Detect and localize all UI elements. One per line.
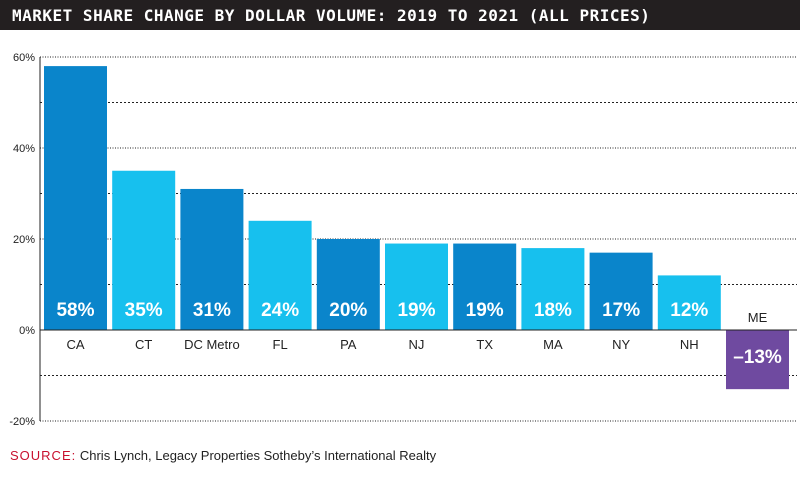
- y-tick-label: 40%: [13, 143, 35, 155]
- category-label: NH: [680, 337, 699, 352]
- chart-title-bar: MARKET SHARE CHANGE BY DOLLAR VOLUME: 20…: [0, 0, 800, 30]
- bar: [316, 239, 380, 330]
- data-label: 19%: [466, 300, 504, 321]
- bar: [657, 275, 721, 330]
- data-label: 12%: [670, 300, 708, 321]
- category-label: NY: [612, 337, 630, 352]
- data-label: –13%: [733, 347, 782, 368]
- data-label: 24%: [261, 300, 299, 321]
- bar: [453, 243, 517, 330]
- bar: [521, 248, 585, 330]
- chart-title: MARKET SHARE CHANGE BY DOLLAR VOLUME: 20…: [12, 6, 651, 25]
- category-label: CA: [66, 337, 84, 352]
- data-label: 58%: [56, 300, 94, 321]
- category-label: ME: [748, 310, 768, 325]
- category-label: DC Metro: [184, 337, 240, 352]
- y-tick-label: 60%: [13, 52, 35, 64]
- data-label: 18%: [534, 300, 572, 321]
- bar: [180, 188, 244, 330]
- source-credit: SOURCE: Chris Lynch, Legacy Properties S…: [10, 448, 436, 463]
- category-label: CT: [135, 337, 152, 352]
- data-label: 35%: [125, 300, 163, 321]
- source-label: SOURCE:: [10, 448, 77, 463]
- data-label: 31%: [193, 300, 231, 321]
- category-label: FL: [273, 337, 288, 352]
- bar: [248, 220, 312, 330]
- category-label: MA: [543, 337, 563, 352]
- y-tick-label: 20%: [13, 234, 35, 246]
- bar: [44, 66, 107, 330]
- source-text: Chris Lynch, Legacy Properties Sotheby’s…: [79, 448, 437, 463]
- y-tick-label: -20%: [9, 416, 35, 428]
- bar: [589, 252, 653, 330]
- bar: [112, 170, 176, 330]
- bar-chart: -20% 0% 20% 40% 60% 58% CA 35% CT 31% DC Metro 24% F…: [9, 52, 797, 428]
- y-tick-label: 0%: [19, 325, 35, 337]
- bar: [726, 330, 789, 390]
- data-label: 19%: [397, 300, 435, 321]
- category-label: PA: [340, 337, 357, 352]
- category-label: NJ: [409, 337, 425, 352]
- bar: [385, 243, 448, 330]
- category-label: TX: [476, 337, 493, 352]
- data-label: 20%: [329, 300, 367, 321]
- data-label: 17%: [602, 300, 640, 321]
